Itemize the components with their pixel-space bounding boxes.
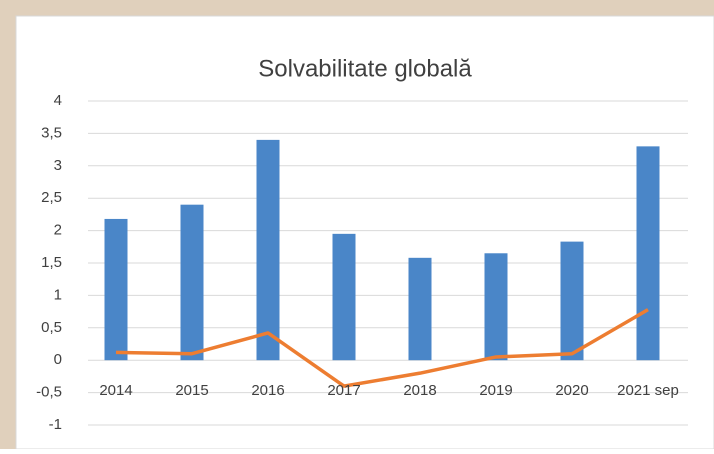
- y-tick-label: -1: [49, 416, 62, 433]
- bar: [104, 218, 128, 361]
- y-tick-label: 1: [54, 286, 62, 303]
- chart-area: [15, 15, 714, 450]
- y-tick-label: 2,5: [41, 189, 62, 206]
- x-tick-label: 2016: [251, 382, 284, 399]
- x-tick-label: 2021 sep: [617, 382, 679, 399]
- y-tick-label: -0,5: [36, 384, 62, 401]
- x-tick-label: 2019: [479, 382, 512, 399]
- chart-title: Solvabilitate globală: [258, 55, 472, 82]
- bar: [408, 257, 432, 361]
- y-tick-label: 4: [54, 92, 62, 109]
- x-tick-label: 2017: [327, 382, 360, 399]
- y-tick-label: 3,5: [41, 124, 62, 141]
- bar: [636, 146, 660, 361]
- x-tick-label: 2014: [99, 382, 132, 399]
- bar: [256, 139, 280, 361]
- x-tick-label: 2018: [403, 382, 436, 399]
- bar: [180, 204, 204, 361]
- y-tick-label: 0: [54, 351, 62, 368]
- y-tick-label: 0,5: [41, 319, 62, 336]
- bar: [332, 233, 356, 361]
- line: [115, 308, 649, 388]
- bar: [484, 253, 508, 361]
- y-tick-label: 2: [54, 222, 62, 239]
- y-tick-label: 1,5: [41, 254, 62, 271]
- x-tick-label: 2020: [555, 382, 588, 399]
- y-tick-label: 3: [54, 157, 62, 174]
- x-tick-label: 2015: [175, 382, 208, 399]
- bar: [560, 241, 584, 361]
